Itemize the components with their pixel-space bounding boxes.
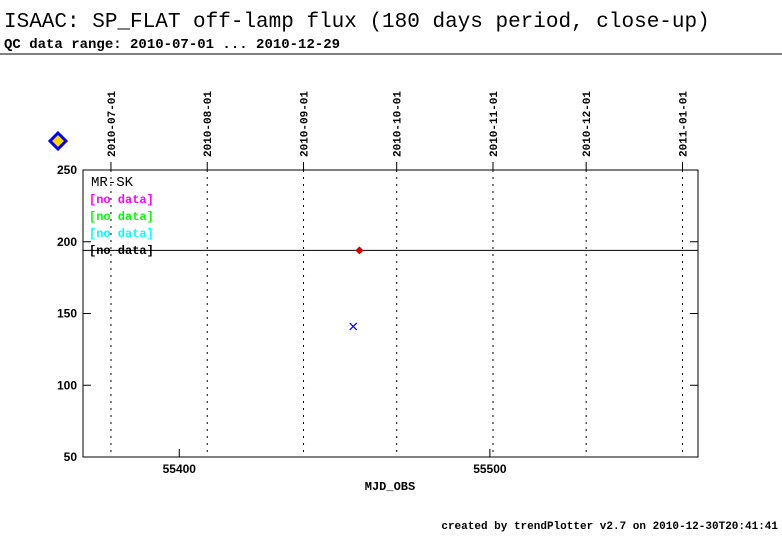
legend-entry: [no data] <box>89 193 154 207</box>
date-tick-label: 2010-07-01 <box>107 91 119 157</box>
legend-entry: [no data] <box>89 210 154 224</box>
x-tick-label: 55500 <box>473 462 507 476</box>
date-tick-label: 2010-09-01 <box>300 91 312 157</box>
date-tick-label: 2010-10-01 <box>393 91 405 157</box>
footer: created by trendPlotter v2.7 on 2010-12-… <box>441 521 778 533</box>
chart-title: ISAAC: SP_FLAT off-lamp flux (180 days p… <box>4 11 710 34</box>
point <box>355 246 364 255</box>
y-tick-label: 200 <box>57 235 77 249</box>
plot-frame <box>82 169 699 458</box>
date-tick-label: 2011-01-01 <box>678 91 690 157</box>
chart-subtitle: QC data range: 2010-07-01 ... 2010-12-29 <box>4 37 340 53</box>
legend-title: MR-SK <box>91 175 134 191</box>
x-axis-label: MJD_OBS <box>365 480 415 494</box>
date-tick-label: 2010-12-01 <box>582 91 594 157</box>
y-tick-label: 100 <box>57 378 77 392</box>
legend-entry: [no data] <box>89 244 154 258</box>
point <box>349 322 358 331</box>
date-tick-label: 2010-08-01 <box>203 91 215 157</box>
x-tick-label: 55400 <box>163 462 197 476</box>
date-tick-label: 2010-11-01 <box>489 91 501 157</box>
y-tick-label: 150 <box>57 307 77 321</box>
legend-entry: [no data] <box>89 227 154 241</box>
y-tick-label: 50 <box>64 450 78 464</box>
marker-icon <box>47 130 69 152</box>
y-tick-label: 250 <box>57 163 77 177</box>
